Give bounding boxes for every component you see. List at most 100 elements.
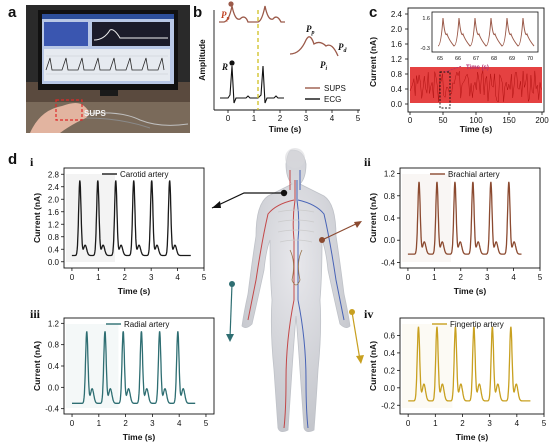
chart-ytick-label: 0.4 [384, 214, 396, 223]
panel-c-inset-xtick: 69 [509, 56, 515, 62]
body-illustration [212, 148, 364, 432]
panel-b-xtick-label: 5 [356, 114, 361, 123]
chart-ytick-label: 1.6 [48, 208, 60, 217]
chart-ytick-label: 1.2 [48, 220, 60, 229]
panel-c-ytick-label: 1.2 [391, 55, 403, 64]
chart-xtick-label: 0 [70, 419, 75, 428]
chart-legend-label: Fingertip artery [450, 320, 504, 329]
panel-b-annot-pd: Pd [338, 42, 348, 54]
panel-b-annot-pp: Pp [221, 10, 230, 22]
chart-shade [66, 174, 115, 262]
panel-c-inset-ytick: -0.3 [421, 46, 430, 52]
chart-ytick-label: 0.4 [384, 349, 396, 358]
chart-ytick-label: -0.2 [381, 401, 395, 410]
chart-ytick-label: 0.6 [384, 331, 396, 340]
panel-label-c: c [369, 4, 377, 21]
panel-c-xtick-label: 100 [469, 116, 483, 125]
panel-b-xtick-label: 0 [226, 114, 231, 123]
chart-xtick-label: 0 [406, 419, 411, 428]
panel-c-ytick-label: 2.4 [391, 10, 403, 19]
panel-b-xtick-label: 4 [330, 114, 335, 123]
panel-b-xtick-label: 3 [304, 114, 309, 123]
chart-ytick-label: 0.8 [48, 233, 60, 242]
chart-ytick-label: 0.8 [384, 192, 396, 201]
chart-ylabel: Current (nA) [32, 193, 42, 243]
panel-c-inset-xtick: 70 [527, 56, 533, 62]
chart-xtick-label: 3 [150, 419, 155, 428]
chart-ytick-label: 2.8 [48, 170, 60, 179]
panel-c-xtick-label: 0 [408, 116, 413, 125]
panel-label-i: i [30, 155, 34, 169]
chart-xtick-label: 3 [485, 273, 490, 282]
chart-xtick-label: 0 [70, 273, 75, 282]
chart-ytick-label: 0.0 [48, 258, 60, 267]
chart-ytick-label: 0.8 [48, 341, 60, 350]
chart-ytick-label: 0.0 [384, 384, 396, 393]
panel-c-inset-xtick: 67 [473, 56, 479, 62]
panel-b-annot-pi: Pi [320, 60, 328, 72]
panel-b-zoom-pulse [290, 37, 338, 56]
chart-xlabel: Time (s) [123, 432, 156, 442]
chart-xtick-label: 0 [406, 273, 411, 282]
chart-carotid: 0.0 0.4 0.8 1.2 1.6 2.0 2.4 2.8 0 1 2 3 4 5 Current (n… [32, 168, 207, 296]
panel-c-ytick-label: 2.0 [391, 25, 403, 34]
panel-c-xtick-label: 200 [535, 116, 549, 125]
chart-ytick-label: -0.4 [381, 258, 395, 267]
chart-ylabel: Current (nA) [368, 193, 378, 243]
chart-legend-label: Brachial artery [448, 170, 500, 179]
chart-legend-label: Radial artery [124, 320, 169, 329]
chart-ytick-label: 1.2 [48, 319, 60, 328]
panel-c-ylabel: Current (nA) [368, 37, 378, 87]
chart-xtick-label: 2 [459, 273, 464, 282]
chart-xlabel: Time (s) [456, 432, 489, 442]
chart-ylabel: Current (nA) [368, 341, 378, 391]
chart-fingertip: -0.2 0.0 0.2 0.4 0.6 0 1 2 3 4 5 Current (nA) Time (… [368, 318, 547, 442]
panel-c-xtick-label: 50 [439, 116, 448, 125]
panel-b: Amplitude Time (s) 012345 Pp R Pp Pi Pd … [197, 1, 361, 134]
chart-xtick-label: 4 [511, 273, 516, 282]
panel-label-iii: iii [30, 307, 41, 321]
panel-c-xtick-label: 150 [502, 116, 516, 125]
chart-ytick-label: 0.4 [48, 362, 60, 371]
panel-c-inset-ytick: 1.6 [422, 16, 430, 22]
chart-xtick-label: 5 [542, 419, 547, 428]
panel-b-xtick-label: 1 [252, 114, 257, 123]
photo-a: SUPS [26, 5, 190, 133]
panel-c-inset-xlabel: Time (s) [466, 65, 489, 71]
body-silhouette [242, 150, 350, 432]
radial-connector [230, 284, 232, 338]
chart-ytick-label: 1.2 [384, 170, 396, 179]
chart-legend-label: Carotid artery [120, 170, 168, 179]
panel-b-ylabel: Amplitude [197, 39, 207, 81]
chart-radial: -0.4 0.0 0.4 0.8 1.2 0 1 2 3 4 5 Current (nA) Time (… [32, 318, 214, 442]
panel-label-d: d [8, 151, 17, 168]
panel-label-ii: ii [364, 155, 371, 169]
chart-ytick-label: 0.0 [48, 383, 60, 392]
chart-ytick-label: -0.4 [45, 405, 59, 414]
chart-xtick-label: 5 [538, 273, 543, 282]
chart-xtick-label: 3 [487, 419, 492, 428]
panel-c: Current (nA) Time (s) 0.0 0.4 0.8 1.2 1.6 2.0… [368, 8, 549, 134]
chart-xlabel: Time (s) [454, 286, 487, 296]
panel-b-annot-r: R [221, 62, 228, 72]
chart-xtick-label: 4 [515, 419, 520, 428]
fingertip-connector [352, 312, 360, 360]
chart-ytick-label: 2.4 [48, 183, 60, 192]
legend-sups-label: SUPS [324, 84, 346, 93]
chart-xlabel: Time (s) [118, 286, 151, 296]
chart-xtick-label: 1 [433, 419, 438, 428]
panel-b-annot-pp2: Pp [306, 24, 315, 36]
chart-shade [66, 324, 119, 408]
panel-label-b: b [193, 4, 202, 21]
chart-xtick-label: 1 [97, 419, 102, 428]
legend-ecg-label: ECG [324, 95, 341, 104]
chart-ytick-label: 0.2 [384, 366, 396, 375]
panel-b-r-dot [229, 60, 234, 65]
chart-xtick-label: 1 [432, 273, 437, 282]
panel-c-ytick-label: 0.8 [391, 70, 403, 79]
chart-xtick-label: 5 [202, 273, 207, 282]
chart-xtick-label: 3 [149, 273, 154, 282]
chart-xtick-label: 5 [204, 419, 209, 428]
chart-ytick-label: 0.4 [48, 245, 60, 254]
chart-ylabel: Current (nA) [32, 341, 42, 391]
